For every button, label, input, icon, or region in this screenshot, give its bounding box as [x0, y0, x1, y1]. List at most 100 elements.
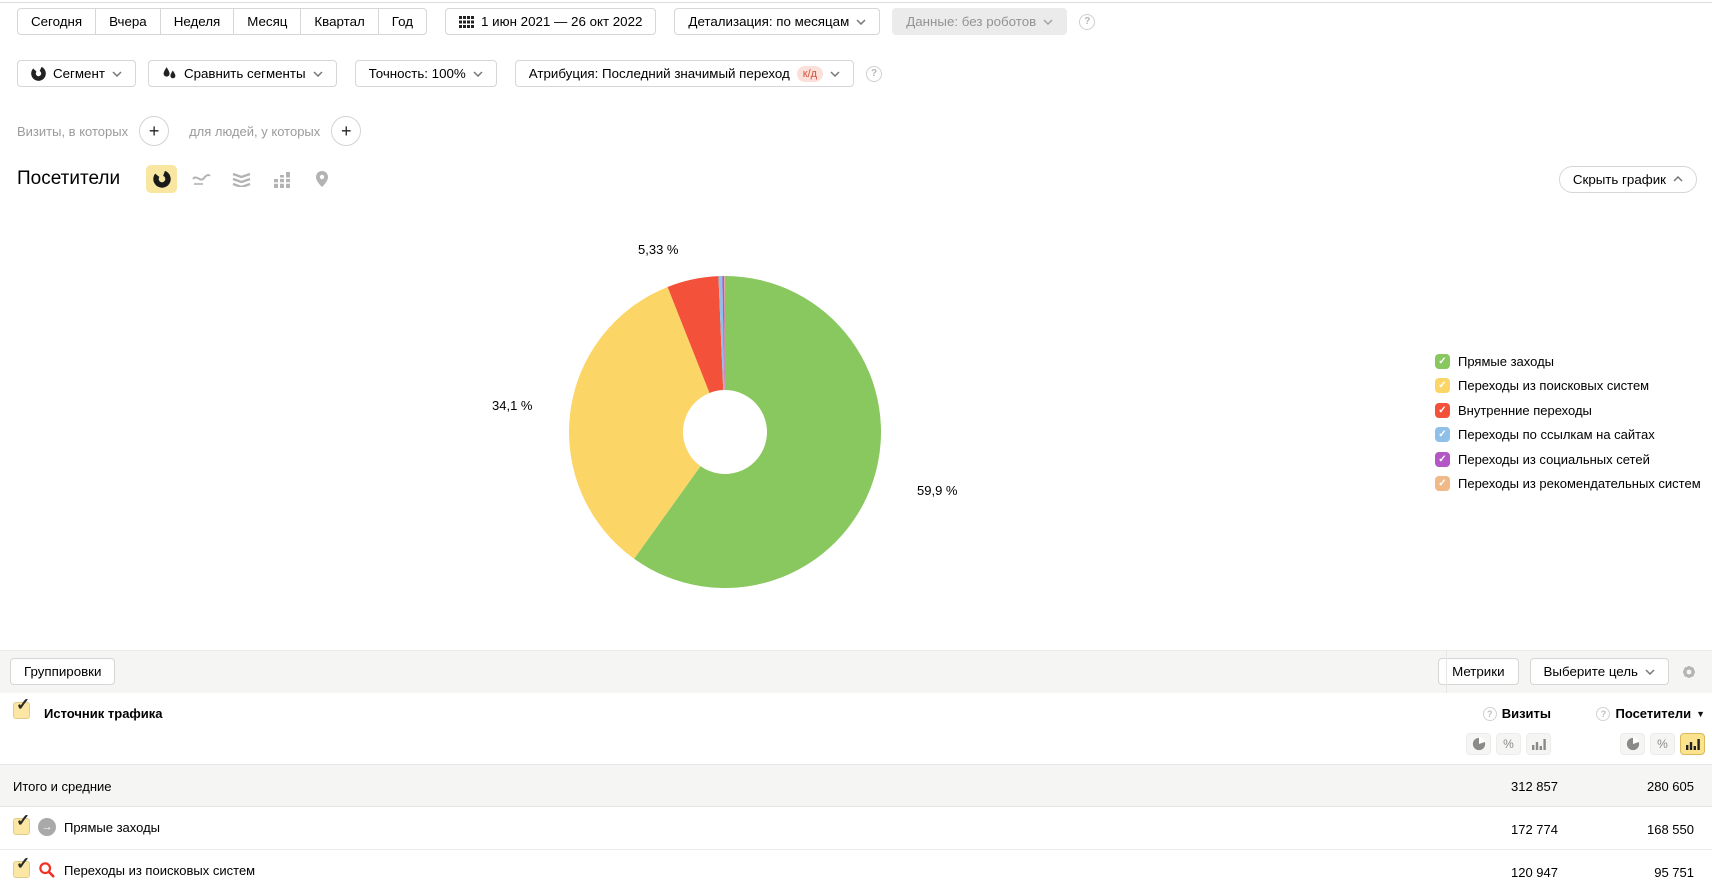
- legend-label: Переходы по ссылкам на сайтах: [1458, 427, 1655, 443]
- visitors-section-header: Посетители Скрыть график: [17, 163, 1697, 195]
- visits-column-label: Визиты: [1501, 706, 1551, 721]
- legend-checkbox-icon[interactable]: ✓: [1435, 427, 1450, 443]
- segment-toolbar: Сегмент Сравнить сегменты Точность: 100%…: [17, 60, 883, 87]
- visits-percent-toggle-icon[interactable]: %: [1496, 733, 1521, 755]
- legend-item-social[interactable]: ✓ Переходы из социальных сетей: [1435, 447, 1701, 472]
- select-all-checkbox[interactable]: ✓: [13, 695, 30, 719]
- donut-slice[interactable]: [634, 276, 881, 588]
- legend-label: Внутренние переходы: [1458, 402, 1592, 418]
- table-row: ✓ Переходы из поисковых систем 120 947 9…: [0, 850, 1712, 890]
- slice-percent-label: 59,9 %: [917, 483, 958, 498]
- check-icon: ✓: [16, 811, 31, 830]
- visits-bar: [1460, 840, 1558, 844]
- legend-checkbox-icon[interactable]: ✓: [1435, 402, 1450, 418]
- filter-bar: Визиты, в которых + для людей, у которых…: [17, 116, 362, 146]
- period-today-button[interactable]: Сегодня: [17, 8, 97, 35]
- row-label[interactable]: Переходы из поисковых систем: [64, 863, 256, 878]
- accuracy-label: Точность: 100%: [368, 66, 466, 81]
- column-chart-type-icon[interactable]: [266, 165, 297, 193]
- chevron-down-icon: [473, 70, 483, 77]
- attribution-kd-badge: к/д: [796, 65, 824, 82]
- slice-percent-label: 34,1 %: [492, 398, 533, 413]
- attribution-dropdown[interactable]: Атрибуция: Последний значимый переход к/…: [514, 60, 855, 87]
- row-checkbox[interactable]: ✓: [13, 811, 30, 835]
- visits-bars-toggle-icon[interactable]: [1526, 733, 1551, 755]
- legend-item-recommendation[interactable]: ✓ Переходы из рекомендательных систем: [1435, 472, 1701, 497]
- legend-label: Переходы из социальных сетей: [1458, 451, 1650, 467]
- date-range-button[interactable]: 1 июн 2021 — 26 окт 2022: [445, 8, 657, 35]
- donut-chart-type-icon[interactable]: [146, 165, 178, 193]
- legend-checkbox-icon[interactable]: ✓: [1435, 378, 1450, 394]
- data-mode-dropdown[interactable]: Данные: без роботов: [892, 8, 1068, 35]
- settings-gear-icon[interactable]: [1680, 663, 1698, 681]
- legend-item-internal[interactable]: ✓ Внутренние переходы: [1435, 398, 1701, 423]
- hide-chart-button[interactable]: Скрыть график: [1558, 165, 1697, 193]
- donut-slice[interactable]: [722, 276, 725, 391]
- visitors-bar: [1582, 840, 1703, 844]
- row-label[interactable]: Прямые заходы: [64, 820, 161, 835]
- period-year-button[interactable]: Год: [377, 8, 428, 35]
- map-pin-chart-type-icon[interactable]: [306, 165, 337, 193]
- chevron-down-icon: [112, 70, 122, 77]
- data-mode-label: Данные: без роботов: [906, 14, 1037, 29]
- row-visits-value: 120 947: [1511, 865, 1558, 880]
- period-month-button[interactable]: Месяц: [233, 8, 302, 35]
- direct-arrow-icon: →: [38, 818, 56, 836]
- chevron-down-icon: [1043, 18, 1053, 25]
- row-checkbox[interactable]: ✓: [13, 854, 30, 878]
- visits-pie-toggle-icon[interactable]: [1466, 733, 1491, 755]
- visitors-pie-toggle-icon[interactable]: [1620, 733, 1645, 755]
- legend-item-search[interactable]: ✓ Переходы из поисковых систем: [1435, 374, 1701, 399]
- metrics-button[interactable]: Метрики: [1438, 658, 1519, 685]
- chevron-down-icon: [830, 70, 840, 77]
- visitors-percent-toggle-icon[interactable]: %: [1650, 733, 1675, 755]
- visits-column-header[interactable]: ? Визиты: [1447, 706, 1551, 721]
- granularity-label: Детализация: по месяцам: [688, 14, 850, 29]
- data-mode-help-icon[interactable]: ?: [1079, 13, 1096, 30]
- compare-segments-dropdown[interactable]: Сравнить сегменты: [147, 60, 337, 87]
- period-quarter-button[interactable]: Квартал: [300, 8, 379, 35]
- legend-label: Переходы из поисковых систем: [1458, 378, 1650, 394]
- totals-visitors-value: 280 605: [1647, 779, 1694, 794]
- chevron-down-icon: [1645, 668, 1655, 675]
- people-condition-label: для людей, у которых: [189, 123, 321, 139]
- period-yesterday-button[interactable]: Вчера: [95, 8, 161, 35]
- donut-slice[interactable]: [667, 276, 724, 393]
- hide-chart-label: Скрыть график: [1572, 171, 1666, 187]
- line-chart-type-icon[interactable]: [186, 165, 217, 193]
- visits-display-toggles: %: [1447, 733, 1551, 755]
- legend-checkbox-icon[interactable]: ✓: [1435, 476, 1450, 492]
- calendar-grid-icon: [459, 15, 475, 28]
- table-toolbar: Группировки Метрики Выберите цель: [0, 650, 1712, 693]
- chevron-up-icon: [1673, 176, 1683, 182]
- period-week-button[interactable]: Неделя: [159, 8, 235, 35]
- groupings-button[interactable]: Группировки: [10, 658, 116, 685]
- add-people-filter-button[interactable]: +: [331, 116, 362, 146]
- visitors-help-icon[interactable]: ?: [1596, 706, 1611, 721]
- row-visitors-value: 168 550: [1647, 822, 1694, 837]
- donut-slice[interactable]: [724, 276, 725, 391]
- attribution-help-icon[interactable]: ?: [866, 65, 883, 82]
- visitors-bars-toggle-icon[interactable]: [1680, 733, 1705, 755]
- visits-help-icon[interactable]: ?: [1482, 706, 1497, 721]
- totals-visits-value: 312 857: [1511, 779, 1558, 794]
- chart-type-switcher: [146, 165, 337, 193]
- accuracy-dropdown[interactable]: Точность: 100%: [354, 60, 497, 87]
- choose-goal-dropdown[interactable]: Выберите цель: [1529, 658, 1669, 685]
- visitors-column-header[interactable]: ? Посетители ▼: [1560, 706, 1705, 721]
- segment-dropdown[interactable]: Сегмент: [17, 60, 136, 87]
- legend-item-direct[interactable]: ✓ Прямые заходы: [1435, 349, 1701, 374]
- donut-slice[interactable]: [568, 286, 710, 559]
- segment-pie-icon: [31, 66, 46, 81]
- donut-slice[interactable]: [718, 276, 725, 391]
- donut-chart[interactable]: [565, 272, 885, 592]
- chevron-down-icon: [856, 18, 866, 25]
- stacked-area-chart-type-icon[interactable]: [226, 165, 257, 193]
- top-border: [0, 2, 1712, 3]
- visits-condition-label: Визиты, в которых: [17, 123, 129, 139]
- legend-checkbox-icon[interactable]: ✓: [1435, 451, 1450, 467]
- granularity-dropdown[interactable]: Детализация: по месяцам: [674, 8, 881, 35]
- legend-item-links[interactable]: ✓ Переходы по ссылкам на сайтах: [1435, 423, 1701, 448]
- legend-checkbox-icon[interactable]: ✓: [1435, 353, 1450, 369]
- add-visit-filter-button[interactable]: +: [139, 116, 170, 146]
